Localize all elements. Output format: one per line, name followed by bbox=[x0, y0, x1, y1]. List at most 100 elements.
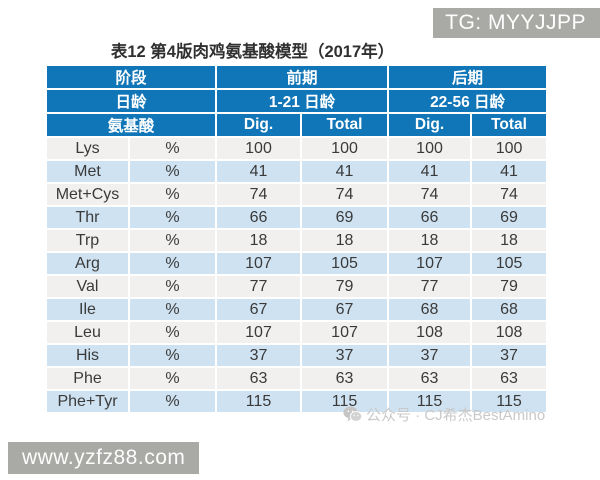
value-cell: 107 bbox=[302, 322, 388, 343]
value-cell: 105 bbox=[472, 253, 547, 274]
table-row: Phe% 63 63 63 63 bbox=[47, 368, 547, 389]
value-cell: 37 bbox=[302, 345, 388, 366]
value-cell: 68 bbox=[472, 299, 547, 320]
value-cell: 115 bbox=[389, 391, 471, 412]
amino-acid-name-cell: Met bbox=[47, 161, 128, 182]
value-cell: 100 bbox=[389, 138, 471, 159]
value-cell: 63 bbox=[302, 368, 388, 389]
value-cell: 37 bbox=[472, 345, 547, 366]
value-cell: 63 bbox=[217, 368, 301, 389]
header-cell-stage: 阶段 bbox=[47, 66, 216, 88]
table-row: Met% 41 41 41 41 bbox=[47, 161, 547, 182]
value-cell: 69 bbox=[302, 207, 388, 228]
amino-acid-name-cell: His bbox=[47, 345, 128, 366]
value-cell: 79 bbox=[472, 276, 547, 297]
value-cell: 108 bbox=[472, 322, 547, 343]
table-row: Leu% 107 107 108 108 bbox=[47, 322, 547, 343]
table-row: Lys% 100 100 100 100 bbox=[47, 138, 547, 159]
table-row: Met+Cys% 74 74 74 74 bbox=[47, 184, 547, 205]
value-cell: 100 bbox=[472, 138, 547, 159]
header-cell-amino-acid: 氨基酸 bbox=[47, 114, 216, 136]
value-cell: 105 bbox=[302, 253, 388, 274]
value-cell: 63 bbox=[389, 368, 471, 389]
header-cell-days-early: 1-21 日龄 bbox=[217, 90, 388, 112]
telegram-handle-badge: TG: MYYJJPP bbox=[433, 8, 600, 38]
value-cell: 66 bbox=[217, 207, 301, 228]
amino-acid-name-cell: Phe bbox=[47, 368, 128, 389]
unit-cell: % bbox=[130, 299, 216, 320]
value-cell: 18 bbox=[389, 230, 471, 251]
value-cell: 115 bbox=[302, 391, 388, 412]
value-cell: 37 bbox=[389, 345, 471, 366]
value-cell: 63 bbox=[472, 368, 547, 389]
value-cell: 18 bbox=[302, 230, 388, 251]
value-cell: 41 bbox=[302, 161, 388, 182]
website-watermark-badge: www.yzfz88.com bbox=[8, 442, 200, 474]
value-cell: 67 bbox=[302, 299, 388, 320]
unit-cell: % bbox=[130, 345, 216, 366]
table-header: 阶段 前期 后期 日龄 1-21 日龄 22-56 日龄 氨基酸 Dig. To… bbox=[47, 66, 547, 136]
table-row: Thr% 66 69 66 69 bbox=[47, 207, 547, 228]
unit-cell: % bbox=[130, 230, 216, 251]
unit-cell: % bbox=[130, 207, 216, 228]
amino-acid-name-cell: Val bbox=[47, 276, 128, 297]
header-row-days: 日龄 1-21 日龄 22-56 日龄 bbox=[47, 90, 547, 112]
value-cell: 100 bbox=[217, 138, 301, 159]
amino-acid-name-cell: Phe+Tyr bbox=[47, 391, 128, 412]
amino-acid-name-cell: Leu bbox=[47, 322, 128, 343]
value-cell: 69 bbox=[472, 207, 547, 228]
header-row-stage: 阶段 前期 后期 bbox=[47, 66, 547, 88]
unit-cell: % bbox=[130, 253, 216, 274]
header-cell-days: 日龄 bbox=[47, 90, 216, 112]
value-cell: 41 bbox=[389, 161, 471, 182]
value-cell: 68 bbox=[389, 299, 471, 320]
amino-acid-name-cell: Met+Cys bbox=[47, 184, 128, 205]
value-cell: 74 bbox=[389, 184, 471, 205]
table-row: Ile% 67 67 68 68 bbox=[47, 299, 547, 320]
header-cell-late: 后期 bbox=[389, 66, 547, 88]
header-cell-total-late: Total bbox=[472, 114, 547, 136]
unit-cell: % bbox=[130, 138, 216, 159]
value-cell: 100 bbox=[302, 138, 388, 159]
table-row: Trp% 18 18 18 18 bbox=[47, 230, 547, 251]
unit-cell: % bbox=[130, 368, 216, 389]
value-cell: 41 bbox=[472, 161, 547, 182]
wechat-icon bbox=[343, 406, 362, 422]
header-cell-dig-early: Dig. bbox=[217, 114, 301, 136]
value-cell: 79 bbox=[302, 276, 388, 297]
amino-acid-name-cell: Trp bbox=[47, 230, 128, 251]
value-cell: 74 bbox=[217, 184, 301, 205]
value-cell: 108 bbox=[389, 322, 471, 343]
amino-acid-name-cell: Thr bbox=[47, 207, 128, 228]
value-cell: 115 bbox=[217, 391, 301, 412]
table-row: Phe+Tyr% 115 115 115 115 bbox=[47, 391, 547, 412]
amino-acid-name-cell: Arg bbox=[47, 253, 128, 274]
header-row-columns: 氨基酸 Dig. Total Dig. Total bbox=[47, 114, 547, 136]
amino-acid-name-cell: Lys bbox=[47, 138, 128, 159]
value-cell: 107 bbox=[217, 322, 301, 343]
table-row: His% 37 37 37 37 bbox=[47, 345, 547, 366]
header-cell-days-late: 22-56 日龄 bbox=[389, 90, 547, 112]
value-cell: 66 bbox=[389, 207, 471, 228]
wechat-watermark-text: 公众号 · CJ希杰BestAmino bbox=[366, 407, 546, 424]
value-cell: 74 bbox=[472, 184, 547, 205]
unit-cell: % bbox=[130, 322, 216, 343]
value-cell: 18 bbox=[217, 230, 301, 251]
wechat-watermark: 公众号 · CJ希杰BestAmino bbox=[343, 404, 545, 425]
unit-cell: % bbox=[130, 161, 216, 182]
value-cell: 107 bbox=[217, 253, 301, 274]
value-cell: 77 bbox=[389, 276, 471, 297]
unit-cell: % bbox=[130, 184, 216, 205]
value-cell: 41 bbox=[217, 161, 301, 182]
value-cell: 115 bbox=[472, 391, 547, 412]
header-cell-total-early: Total bbox=[302, 114, 388, 136]
value-cell: 67 bbox=[217, 299, 301, 320]
table-row: Arg% 107 105 107 105 bbox=[47, 253, 547, 274]
header-cell-dig-late: Dig. bbox=[389, 114, 471, 136]
unit-cell: % bbox=[130, 276, 216, 297]
amino-acid-name-cell: Ile bbox=[47, 299, 128, 320]
value-cell: 107 bbox=[389, 253, 471, 274]
value-cell: 74 bbox=[302, 184, 388, 205]
value-cell: 18 bbox=[472, 230, 547, 251]
